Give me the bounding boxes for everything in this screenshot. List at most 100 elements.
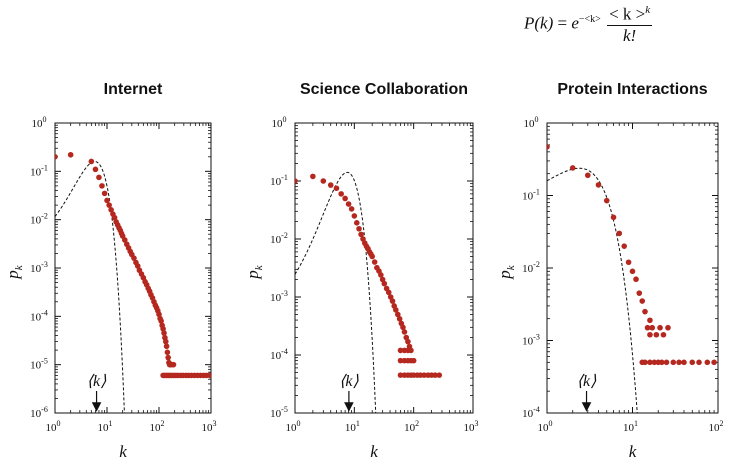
formula-numerator: < k >k: [607, 4, 653, 26]
data-point: [134, 263, 141, 269]
x-tick-label: 101: [345, 419, 360, 434]
data-point: [353, 220, 360, 226]
data-point: [327, 182, 334, 188]
data-point: [351, 213, 358, 219]
data-point: [547, 143, 550, 150]
data-point: [158, 318, 164, 324]
data-point: [408, 347, 414, 354]
mean-k-label: ⟨k⟩: [87, 373, 107, 390]
chart-title: Internet: [104, 81, 163, 98]
y-tick-label: 10-4: [30, 308, 48, 323]
formula-num-base: < k >: [609, 4, 646, 24]
plot-frame: [54, 122, 212, 414]
data-point: [696, 359, 702, 366]
data-point: [162, 338, 169, 345]
data-point: [385, 289, 392, 296]
y-tick-label: 10-5: [270, 405, 288, 420]
data-point: [663, 359, 670, 366]
plot-frame: [294, 122, 474, 414]
data-point: [670, 359, 677, 366]
data-point: [394, 311, 401, 318]
data-point: [106, 202, 112, 208]
y-tick-label: 10-4: [270, 347, 288, 362]
data-point: [595, 182, 602, 188]
formula-eq: =: [557, 13, 568, 33]
x-tick-label: 103: [464, 419, 479, 434]
data-point: [96, 174, 102, 181]
mean-k-label: ⟨k⟩: [577, 373, 597, 390]
poisson-curve: [55, 160, 125, 413]
y-tick-label: 10-1: [30, 163, 48, 178]
data-point: [55, 153, 58, 160]
data-point: [164, 349, 171, 356]
data-point: [369, 253, 375, 260]
mean-k-label: ⟨k⟩: [339, 373, 359, 390]
data-point: [104, 197, 110, 204]
y-tick-label: 100: [32, 115, 47, 130]
formula-base: e: [571, 13, 579, 33]
y-tick-label: 10-2: [270, 231, 288, 246]
data-point: [161, 330, 167, 336]
data-points: [547, 143, 717, 366]
data-point: [108, 207, 114, 213]
data-point: [676, 359, 682, 366]
data-point: [397, 372, 404, 378]
x-axis-label: k: [629, 442, 637, 461]
data-point: [396, 316, 403, 322]
data-point: [410, 357, 417, 364]
data-point: [348, 206, 355, 212]
data-point: [704, 359, 711, 366]
data-point: [295, 178, 298, 184]
data-point: [636, 290, 643, 296]
y-tick-label: 10-3: [522, 333, 540, 348]
data-point: [405, 338, 411, 345]
data-point: [371, 259, 378, 265]
data-points: [295, 173, 443, 378]
data-point: [711, 359, 717, 366]
poisson-curve: [547, 167, 638, 413]
data-point: [436, 372, 443, 378]
data-point: [156, 311, 162, 318]
y-tick-label: 10-3: [30, 260, 48, 275]
data-point: [122, 237, 128, 243]
data-point: [131, 255, 137, 261]
poisson-curve: [295, 171, 377, 413]
data-point: [603, 197, 610, 204]
data-point: [345, 201, 352, 207]
data-point: [649, 324, 656, 331]
y-tick-label: 10-6: [30, 405, 48, 420]
data-points: [55, 151, 211, 379]
formula-exp: −<k>: [578, 14, 601, 26]
y-tick-label: 10-2: [522, 260, 540, 275]
x-tick-label: 101: [98, 419, 113, 434]
data-point: [101, 190, 108, 197]
data-point: [639, 298, 646, 304]
x-tick-label: 103: [202, 419, 217, 434]
minor-ticks: [55, 123, 211, 413]
data-point: [310, 173, 316, 180]
data-point: [170, 361, 177, 368]
data-point: [320, 178, 327, 184]
x-axis-label: k: [370, 442, 378, 461]
data-point: [621, 243, 628, 249]
data-point: [397, 357, 404, 364]
y-tick-label: 10-3: [270, 289, 288, 304]
data-point: [432, 372, 438, 378]
data-point: [421, 372, 427, 378]
data-point: [665, 324, 671, 331]
formula-lhs: P(k): [524, 13, 554, 33]
formula-num-exp: k: [645, 4, 651, 16]
data-point: [333, 185, 340, 192]
data-point: [389, 298, 396, 304]
data-point: [610, 214, 617, 221]
data-point: [689, 359, 696, 366]
data-point: [165, 354, 171, 361]
y-axis-label: pk: [3, 264, 25, 280]
data-point: [633, 276, 639, 283]
data-point: [658, 359, 665, 366]
panel-3: Protein Interactions 100 101 102 10-4 10-3 10-…: [495, 81, 724, 461]
x-tick-label: 100: [538, 419, 553, 434]
x-tick-label: 102: [709, 419, 724, 434]
data-point: [642, 359, 648, 366]
data-point: [111, 214, 118, 221]
